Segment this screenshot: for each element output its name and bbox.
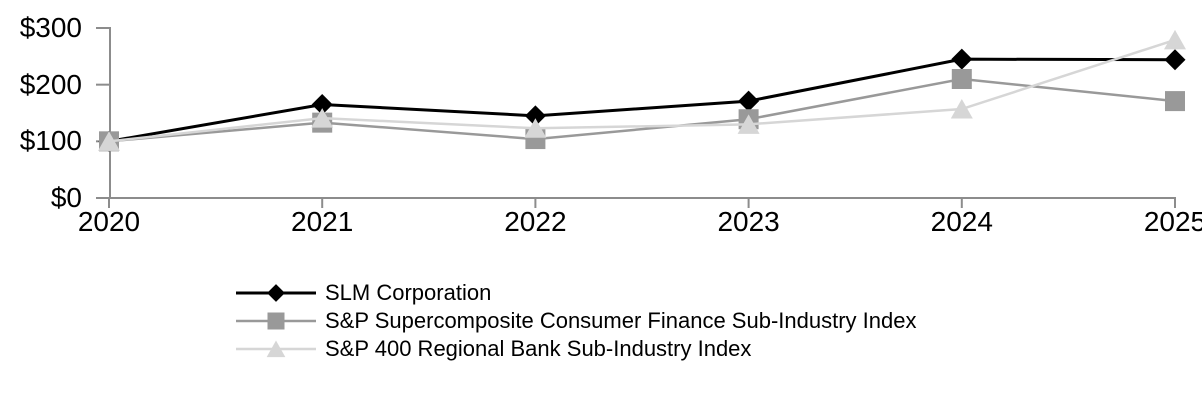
y-axis-tick-label: $0	[50, 182, 82, 213]
legend-label: SLM Corporation	[325, 280, 492, 305]
legend-label: S&P Supercomposite Consumer Finance Sub-…	[325, 308, 917, 333]
series-line-triangle	[108, 38, 1176, 143]
legend-marker-square	[267, 312, 285, 330]
data-point-triangle	[311, 108, 334, 128]
x-axis-tick-label: 2024	[930, 206, 993, 237]
data-point-diamond	[311, 94, 333, 115]
x-axis-tick-label: 2025	[1143, 206, 1202, 237]
data-point-square	[1165, 91, 1185, 112]
data-point-diamond	[1164, 49, 1186, 71]
data-point-diamond	[524, 105, 546, 127]
legend-key-triangle-line	[236, 340, 316, 358]
x-axis-tick-label: 2023	[717, 206, 780, 237]
data-point-diamond	[951, 48, 973, 70]
x-axis-tick-label: 2022	[504, 206, 567, 237]
y-axis-tick-label: $300	[19, 12, 82, 43]
x-axis-tick-label: 2021	[291, 206, 354, 237]
legend-label: S&P 400 Regional Bank Sub-Industry Index	[325, 336, 752, 361]
series-line-diamond	[108, 57, 1176, 143]
data-point-triangle	[98, 131, 120, 151]
legend: SLM Corporation S&P Supercomposite Consu…	[235, 279, 916, 363]
legend-item-regional-bank-index: S&P 400 Regional Bank Sub-Industry Index	[235, 335, 916, 363]
y-axis-tick-label: $200	[19, 68, 82, 100]
data-point-square	[951, 69, 972, 89]
legend-marker-triangle	[266, 340, 286, 358]
data-point-diamond	[738, 90, 760, 112]
y-axis-tick-label: $100	[19, 125, 82, 157]
legend-key-square-line	[236, 312, 316, 330]
data-point-triangle	[737, 114, 760, 134]
series-line-square	[108, 77, 1176, 143]
data-point-triangle	[1164, 29, 1186, 50]
legend-marker-diamond	[267, 284, 285, 302]
x-axis-tick-label: 2020	[77, 206, 141, 237]
legend-item-slm-corporation: SLM Corporation	[235, 279, 916, 307]
legend-key-diamond-line	[236, 284, 316, 302]
data-point-triangle	[950, 99, 973, 119]
data-point-triangle	[524, 118, 547, 138]
legend-item-consumer-finance-index: S&P Supercomposite Consumer Finance Sub-…	[235, 307, 916, 335]
